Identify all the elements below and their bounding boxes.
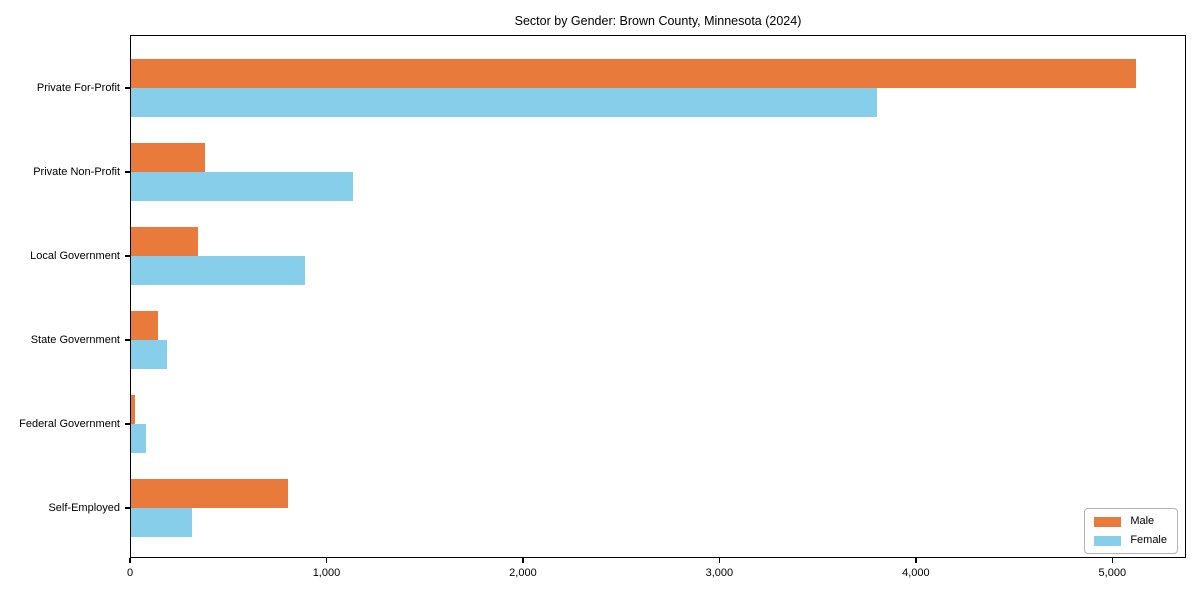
y-axis-tick — [125, 339, 130, 341]
y-axis-label: Federal Government — [19, 418, 120, 430]
legend-item-male: Male — [1094, 515, 1167, 528]
y-axis-label: Self-Employed — [48, 502, 120, 514]
y-axis-tick — [125, 171, 130, 173]
y-axis-label: Private For-Profit — [36, 82, 120, 94]
legend-swatch-male-icon — [1094, 516, 1122, 527]
x-axis-tick — [325, 558, 328, 563]
x-axis-tick — [718, 558, 721, 563]
y-axis-tick — [125, 507, 130, 509]
y-axis-tick — [125, 87, 130, 89]
y-axis-label: Private Non-Profit — [33, 166, 120, 178]
bar-female-2 — [131, 255, 306, 285]
y-axis-tick — [125, 255, 130, 257]
x-axis-tick — [1111, 558, 1114, 563]
x-axis-label: 2,000 — [509, 567, 537, 579]
x-axis-tick — [915, 558, 917, 563]
bar-female-3 — [131, 339, 168, 369]
legend-label-male: Male — [1130, 515, 1155, 527]
x-axis-label: 1,000 — [312, 567, 341, 579]
y-axis-label: State Government — [30, 334, 120, 346]
bar-male-3 — [131, 310, 159, 340]
x-axis-label: 4,000 — [902, 567, 930, 579]
bar-male-5 — [131, 478, 288, 508]
legend: Male Female — [1084, 508, 1178, 554]
x-axis-label: 3,000 — [705, 567, 734, 579]
bar-male-0 — [131, 58, 1137, 88]
legend-item-female: Female — [1094, 534, 1167, 547]
x-axis-tick — [129, 558, 131, 563]
plot-area — [130, 35, 1186, 558]
bar-male-1 — [131, 142, 206, 172]
bar-female-0 — [131, 87, 877, 117]
bar-female-4 — [131, 423, 147, 453]
bar-male-2 — [131, 226, 198, 256]
legend-swatch-female-icon — [1094, 535, 1122, 546]
y-axis-tick — [125, 423, 130, 425]
chart-title: Sector by Gender: Brown County, Minnesot… — [514, 14, 802, 28]
bar-male-4 — [131, 394, 136, 424]
x-axis-tick — [522, 558, 524, 563]
legend-label-female: Female — [1130, 534, 1167, 546]
x-axis-label: 5,000 — [1098, 567, 1127, 579]
bar-female-1 — [131, 171, 353, 201]
y-axis-label: Local Government — [30, 250, 120, 262]
bar-female-5 — [131, 507, 192, 537]
x-axis-label: 0 — [126, 567, 134, 579]
